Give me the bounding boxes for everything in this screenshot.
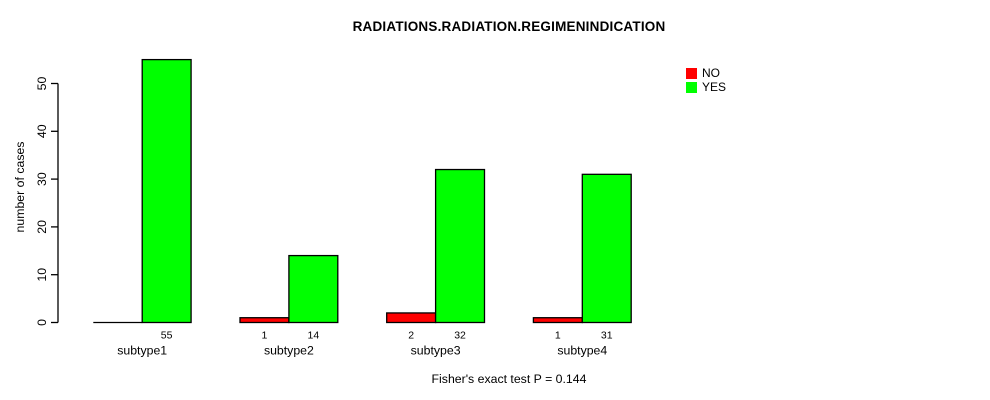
bar-yes-subtype2 (288, 254, 339, 324)
y-axis-tick-label: 0 (35, 319, 49, 326)
bar-value-label: 32 (454, 330, 466, 342)
bar-no-subtype2 (239, 317, 290, 324)
category-label-subtype1: subtype1 (117, 344, 167, 358)
y-axis-tick-label: 40 (35, 124, 49, 138)
legend-label-no: NO (702, 66, 720, 80)
legend-item-no: NO (686, 66, 726, 80)
legend-label-yes: YES (702, 80, 727, 94)
bar-value-label: 55 (161, 330, 173, 342)
y-axis-tick-label: 30 (35, 172, 49, 186)
bar-no-subtype3 (386, 312, 437, 324)
plot-area: 0 10 20 30 40 50 55 subtype1 1 14 subtype2 2 32 subty… (35, 58, 632, 358)
legend-swatch-no-icon (686, 67, 697, 79)
category-label-subtype4: subtype4 (557, 344, 607, 358)
bar-value-label: 14 (308, 330, 320, 342)
chart-title: RADIATIONS.RADIATION.REGIMENINDICATION (352, 19, 666, 34)
bar-value-label: 1 (262, 330, 268, 342)
bar-yes-subtype4 (581, 173, 632, 324)
bar-value-label: 1 (555, 330, 561, 342)
y-axis-tick-label: 50 (35, 77, 49, 91)
legend-swatch-yes-icon (686, 81, 697, 93)
y-axis-tick-label: 10 (35, 268, 49, 282)
legend-item-yes: YES (686, 80, 726, 94)
bar-value-label: 2 (408, 330, 414, 342)
category-label-subtype2: subtype2 (264, 344, 314, 358)
bar-yes-subtype3 (434, 168, 486, 324)
bar-value-label: 31 (601, 330, 613, 342)
legend: NO YES (686, 66, 726, 94)
bar-no-subtype4 (532, 317, 583, 324)
y-axis-tick-label: 20 (35, 220, 49, 234)
y-axis-title: number of cases (13, 142, 27, 233)
statistical-test-note: Fisher's exact test P = 0.144 (431, 372, 587, 386)
category-label-subtype3: subtype3 (411, 344, 461, 358)
bar-yes-subtype1 (141, 58, 192, 324)
